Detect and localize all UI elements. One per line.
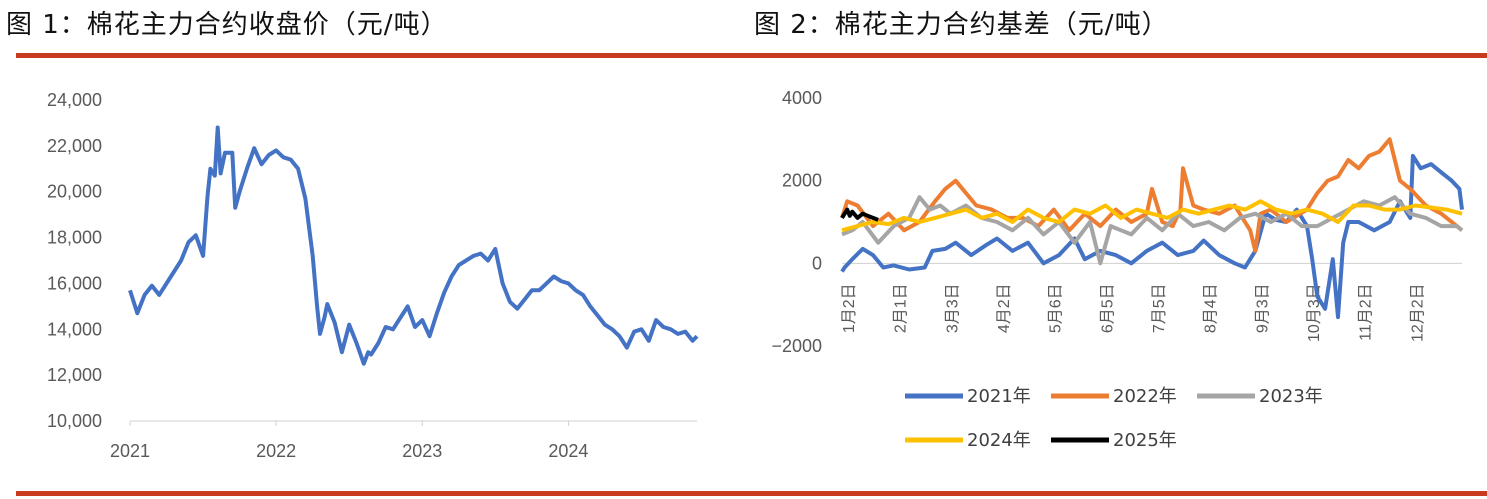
x-tick-label: 11月2日 — [1358, 283, 1375, 341]
basis-series-line — [840, 137, 1464, 253]
y-tick-label: −2000 — [771, 336, 822, 356]
basis-series-line — [840, 207, 879, 222]
legend-label: 2021年 — [967, 386, 1031, 407]
y-tick-label: 24,000 — [47, 90, 102, 110]
x-tick-label: 8月4日 — [1203, 283, 1220, 333]
x-tick-label: 2024 — [548, 441, 588, 461]
x-tick-label: 1月2日 — [841, 283, 858, 333]
figure-1-title: 图 1：棉花主力合约收盘价（元/吨） — [6, 10, 448, 40]
y-tick-label: 0 — [812, 253, 822, 273]
price-series-line — [128, 125, 699, 366]
y-tick-label: 20,000 — [47, 182, 102, 202]
x-tick-label: 10月3日 — [1306, 283, 1323, 342]
y-tick-label: 18,000 — [47, 228, 102, 248]
x-tick-label: 4月2日 — [996, 283, 1013, 333]
legend-label: 2023年 — [1259, 386, 1323, 407]
x-tick-label: 7月5日 — [1151, 283, 1168, 333]
y-tick-label: 22,000 — [47, 136, 102, 156]
legend-label: 2022年 — [1113, 386, 1177, 407]
y-tick-label: 4000 — [782, 88, 822, 108]
x-tick-label: 12月2日 — [1409, 283, 1426, 342]
y-tick-label: 12,000 — [47, 365, 102, 385]
y-tick-label: 14,000 — [47, 319, 102, 339]
y-tick-label: 10,000 — [47, 411, 102, 431]
x-tick-label: 2月1日 — [893, 283, 910, 333]
y-tick-label: 16,000 — [47, 273, 102, 293]
legend-label: 2025年 — [1113, 430, 1177, 451]
x-tick-label: 9月3日 — [1254, 283, 1271, 333]
x-tick-label: 2021 — [110, 441, 150, 461]
x-tick-label: 2022 — [256, 441, 296, 461]
top-divider — [16, 53, 1487, 58]
x-tick-label: 5月6日 — [1048, 283, 1065, 333]
legend-label: 2024年 — [967, 430, 1031, 451]
bottom-divider — [16, 491, 1487, 496]
figure-2-title: 图 2：棉花主力合约基差（元/吨） — [754, 10, 1169, 40]
x-tick-label: 6月5日 — [1099, 283, 1116, 333]
basis-series-line — [840, 153, 1464, 320]
y-tick-label: 2000 — [782, 171, 822, 191]
x-tick-label: 2023 — [402, 441, 442, 461]
x-tick-label: 3月3日 — [944, 283, 961, 333]
basis-series-line — [841, 199, 1463, 233]
